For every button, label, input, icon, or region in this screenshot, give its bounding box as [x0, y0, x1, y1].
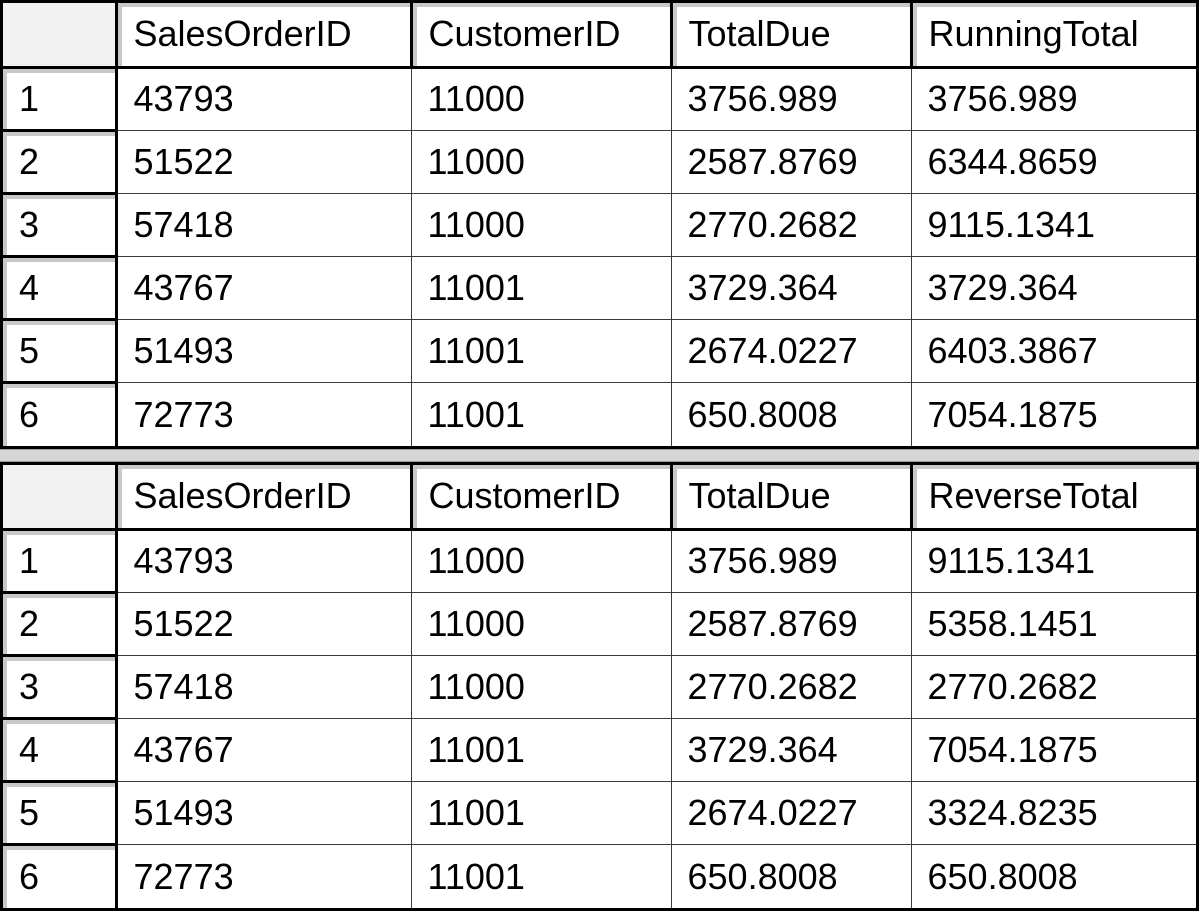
column-header-totaldue[interactable]: TotalDue — [671, 465, 913, 531]
cell-totaldue[interactable]: 3729.364 — [671, 256, 912, 321]
column-header-salesorderid[interactable]: SalesOrderID — [116, 3, 413, 69]
cell-runningtotal[interactable]: 3729.364 — [911, 256, 1196, 321]
cell-salesorderid[interactable]: 43767 — [116, 256, 412, 321]
cell-totaldue[interactable]: 2770.2682 — [671, 655, 912, 719]
cell-totaldue[interactable]: 2674.0227 — [671, 319, 912, 384]
cell-customerid[interactable]: 11000 — [411, 67, 672, 131]
row-number-header[interactable]: 3 — [3, 655, 118, 720]
row-number-header[interactable]: 4 — [3, 718, 118, 784]
cell-reversetotal[interactable]: 5358.1451 — [911, 592, 1196, 656]
row-number-header[interactable]: 2 — [3, 592, 118, 657]
cell-runningtotal[interactable]: 9115.1341 — [911, 193, 1196, 257]
cell-salesorderid[interactable]: 51493 — [116, 781, 412, 846]
table-row: 6 72773 11001 650.8008 650.8008 — [3, 844, 1196, 908]
cell-runningtotal[interactable]: 6403.3867 — [911, 319, 1196, 384]
cell-runningtotal[interactable]: 6344.8659 — [911, 130, 1196, 194]
cell-totaldue[interactable]: 2587.8769 — [671, 592, 912, 656]
cell-totaldue[interactable]: 3756.989 — [671, 529, 912, 593]
cell-customerid[interactable]: 11000 — [411, 592, 672, 656]
cell-reversetotal[interactable]: 3324.8235 — [911, 781, 1196, 846]
cell-runningtotal[interactable]: 3756.989 — [911, 67, 1196, 131]
table-row: 3 57418 11000 2770.2682 9115.1341 — [3, 193, 1196, 258]
row-number-header[interactable]: 5 — [3, 781, 118, 847]
cell-customerid[interactable]: 11000 — [411, 529, 672, 593]
column-header-customerid[interactable]: CustomerID — [411, 465, 673, 531]
cell-customerid[interactable]: 11001 — [411, 256, 672, 321]
cell-salesorderid[interactable]: 51522 — [116, 592, 412, 656]
cell-totaldue[interactable]: 2770.2682 — [671, 193, 912, 257]
cell-totaldue[interactable]: 2587.8769 — [671, 130, 912, 194]
row-number-header[interactable]: 3 — [3, 193, 118, 258]
results-table-1: SalesOrderID CustomerID TotalDue Running… — [3, 3, 1196, 446]
cell-salesorderid[interactable]: 57418 — [116, 193, 412, 257]
results-grid-2[interactable]: SalesOrderID CustomerID TotalDue Reverse… — [0, 462, 1199, 911]
cell-customerid[interactable]: 11001 — [411, 718, 672, 783]
cell-reversetotal[interactable]: 7054.1875 — [911, 718, 1196, 783]
table-row: 1 43793 11000 3756.989 3756.989 — [3, 67, 1196, 132]
cell-reversetotal[interactable]: 2770.2682 — [911, 655, 1196, 719]
select-all-corner[interactable] — [3, 3, 118, 69]
cell-reversetotal[interactable]: 650.8008 — [911, 844, 1196, 908]
table-row: 2 51522 11000 2587.8769 6344.8659 — [3, 130, 1196, 195]
cell-runningtotal[interactable]: 7054.1875 — [911, 382, 1196, 446]
cell-customerid[interactable]: 11001 — [411, 382, 672, 446]
table-row: 2 51522 11000 2587.8769 5358.1451 — [3, 592, 1196, 657]
cell-salesorderid[interactable]: 43767 — [116, 718, 412, 783]
cell-totaldue[interactable]: 650.8008 — [671, 382, 912, 446]
column-header-customerid[interactable]: CustomerID — [411, 3, 673, 69]
row-number-header[interactable]: 6 — [3, 382, 118, 446]
results-grid-1[interactable]: SalesOrderID CustomerID TotalDue Running… — [0, 0, 1199, 449]
cell-salesorderid[interactable]: 57418 — [116, 655, 412, 719]
table-row: 5 51493 11001 2674.0227 3324.8235 — [3, 781, 1196, 847]
header-row: SalesOrderID CustomerID TotalDue Running… — [3, 3, 1196, 69]
cell-totaldue[interactable]: 3756.989 — [671, 67, 912, 131]
cell-customerid[interactable]: 11000 — [411, 130, 672, 194]
row-number-header[interactable]: 1 — [3, 67, 118, 132]
select-all-corner[interactable] — [3, 465, 118, 531]
row-number-header[interactable]: 6 — [3, 844, 118, 908]
header-row: SalesOrderID CustomerID TotalDue Reverse… — [3, 465, 1196, 531]
row-number-header[interactable]: 1 — [3, 529, 118, 594]
row-number-header[interactable]: 4 — [3, 256, 118, 322]
results-splitter[interactable] — [0, 449, 1199, 462]
table-row: 4 43767 11001 3729.364 3729.364 — [3, 256, 1196, 322]
cell-customerid[interactable]: 11001 — [411, 781, 672, 846]
column-header-reversetotal[interactable]: ReverseTotal — [911, 465, 1196, 531]
table-row: 6 72773 11001 650.8008 7054.1875 — [3, 382, 1196, 446]
cell-customerid[interactable]: 11000 — [411, 193, 672, 257]
cell-salesorderid[interactable]: 43793 — [115, 67, 412, 131]
table-row: 1 43793 11000 3756.989 9115.1341 — [3, 529, 1196, 594]
cell-salesorderid[interactable]: 72773 — [116, 844, 412, 908]
row-number-header[interactable]: 5 — [3, 319, 118, 385]
cell-salesorderid[interactable]: 43793 — [115, 529, 412, 593]
cell-totaldue[interactable]: 3729.364 — [671, 718, 912, 783]
table-row: 5 51493 11001 2674.0227 6403.3867 — [3, 319, 1196, 385]
cell-customerid[interactable]: 11001 — [411, 844, 672, 908]
cell-customerid[interactable]: 11001 — [411, 319, 672, 384]
row-number-header[interactable]: 2 — [3, 130, 118, 195]
cell-customerid[interactable]: 11000 — [411, 655, 672, 719]
column-header-totaldue[interactable]: TotalDue — [671, 3, 913, 69]
table-row: 4 43767 11001 3729.364 7054.1875 — [3, 718, 1196, 784]
column-header-runningtotal[interactable]: RunningTotal — [911, 3, 1196, 69]
column-header-salesorderid[interactable]: SalesOrderID — [116, 465, 413, 531]
cell-salesorderid[interactable]: 72773 — [116, 382, 412, 446]
cell-salesorderid[interactable]: 51522 — [116, 130, 412, 194]
cell-reversetotal[interactable]: 9115.1341 — [911, 529, 1196, 593]
cell-salesorderid[interactable]: 51493 — [116, 319, 412, 384]
table-row: 3 57418 11000 2770.2682 2770.2682 — [3, 655, 1196, 720]
results-table-2: SalesOrderID CustomerID TotalDue Reverse… — [3, 465, 1196, 908]
cell-totaldue[interactable]: 650.8008 — [671, 844, 912, 908]
cell-totaldue[interactable]: 2674.0227 — [671, 781, 912, 846]
